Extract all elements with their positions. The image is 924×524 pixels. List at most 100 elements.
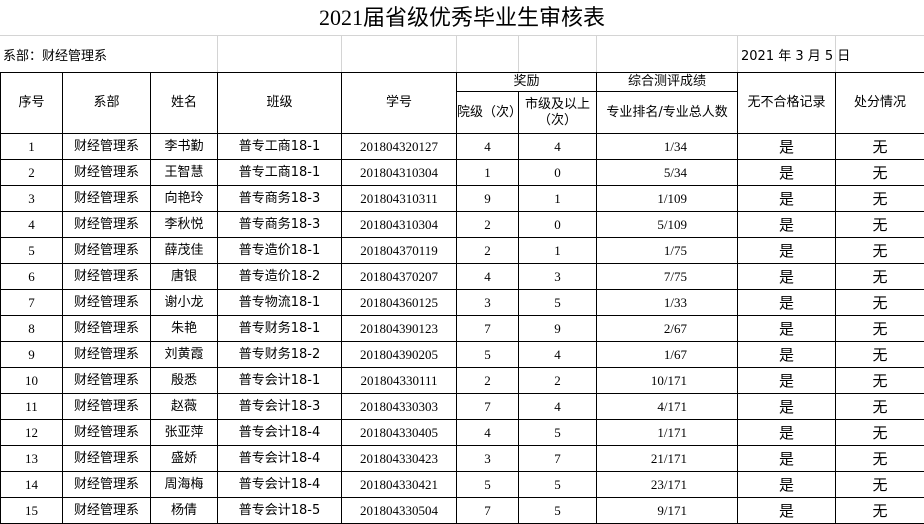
cell-seq[interactable]: 13 <box>1 446 63 472</box>
cell-city[interactable]: 4 <box>519 134 597 160</box>
cell-punish[interactable]: 无 <box>836 394 924 420</box>
cell-dept[interactable]: 财经管理系 <box>63 212 151 238</box>
cell-nofail[interactable]: 是 <box>738 368 836 394</box>
cell-punish[interactable]: 无 <box>836 212 924 238</box>
cell-punish[interactable]: 无 <box>836 472 924 498</box>
cell-seq[interactable]: 15 <box>1 498 63 524</box>
cell-name[interactable]: 杨倩 <box>151 498 218 524</box>
cell-college[interactable]: 7 <box>457 498 519 524</box>
cell-seq[interactable]: 2 <box>1 160 63 186</box>
cell-name[interactable]: 张亚萍 <box>151 420 218 446</box>
cell-punish[interactable]: 无 <box>836 498 924 524</box>
cell-class[interactable]: 普专物流18-1 <box>218 290 342 316</box>
cell-punish[interactable]: 无 <box>836 342 924 368</box>
cell-seq[interactable]: 12 <box>1 420 63 446</box>
cell-class[interactable]: 普专财务18-1 <box>218 316 342 342</box>
cell-punish[interactable]: 无 <box>836 160 924 186</box>
cell-college[interactable]: 2 <box>457 368 519 394</box>
cell-nofail[interactable]: 是 <box>738 290 836 316</box>
cell-id[interactable]: 201804310311 <box>342 186 457 212</box>
cell-rank[interactable]: 1/33 <box>597 290 738 316</box>
cell-city[interactable]: 1 <box>519 238 597 264</box>
cell-id[interactable]: 201804330423 <box>342 446 457 472</box>
cell-class[interactable]: 普专商务18-3 <box>218 212 342 238</box>
cell-nofail[interactable]: 是 <box>738 238 836 264</box>
cell-college[interactable]: 4 <box>457 420 519 446</box>
cell-college[interactable]: 7 <box>457 316 519 342</box>
cell-nofail[interactable]: 是 <box>738 186 836 212</box>
cell-id[interactable]: 201804390205 <box>342 342 457 368</box>
cell-punish[interactable]: 无 <box>836 368 924 394</box>
cell-nofail[interactable]: 是 <box>738 420 836 446</box>
cell-rank[interactable]: 1/75 <box>597 238 738 264</box>
cell-class[interactable]: 普专会计18-4 <box>218 472 342 498</box>
cell-city[interactable]: 3 <box>519 264 597 290</box>
cell-class[interactable]: 普专工商18-1 <box>218 160 342 186</box>
cell-seq[interactable]: 14 <box>1 472 63 498</box>
cell-dept[interactable]: 财经管理系 <box>63 264 151 290</box>
cell-city[interactable]: 9 <box>519 316 597 342</box>
cell-class[interactable]: 普专商务18-3 <box>218 186 342 212</box>
cell-college[interactable]: 4 <box>457 264 519 290</box>
cell-punish[interactable]: 无 <box>836 134 924 160</box>
cell-seq[interactable]: 1 <box>1 134 63 160</box>
cell-college[interactable]: 2 <box>457 238 519 264</box>
cell-name[interactable]: 盛娇 <box>151 446 218 472</box>
cell-id[interactable]: 201804330303 <box>342 394 457 420</box>
cell-rank[interactable]: 10/171 <box>597 368 738 394</box>
cell-rank[interactable]: 5/34 <box>597 160 738 186</box>
cell-seq[interactable]: 3 <box>1 186 63 212</box>
cell-dept[interactable]: 财经管理系 <box>63 238 151 264</box>
cell-class[interactable]: 普专会计18-5 <box>218 498 342 524</box>
cell-id[interactable]: 201804390123 <box>342 316 457 342</box>
cell-punish[interactable]: 无 <box>836 316 924 342</box>
cell-rank[interactable]: 23/171 <box>597 472 738 498</box>
cell-college[interactable]: 5 <box>457 472 519 498</box>
cell-nofail[interactable]: 是 <box>738 134 836 160</box>
cell-nofail[interactable]: 是 <box>738 316 836 342</box>
cell-id[interactable]: 201804330504 <box>342 498 457 524</box>
cell-class[interactable]: 普专工商18-1 <box>218 134 342 160</box>
cell-nofail[interactable]: 是 <box>738 264 836 290</box>
cell-name[interactable]: 王智慧 <box>151 160 218 186</box>
cell-seq[interactable]: 10 <box>1 368 63 394</box>
cell-class[interactable]: 普专造价18-1 <box>218 238 342 264</box>
cell-id[interactable]: 201804310304 <box>342 160 457 186</box>
cell-id[interactable]: 201804370207 <box>342 264 457 290</box>
cell-name[interactable]: 向艳玲 <box>151 186 218 212</box>
cell-class[interactable]: 普专会计18-3 <box>218 394 342 420</box>
cell-name[interactable]: 朱艳 <box>151 316 218 342</box>
cell-punish[interactable]: 无 <box>836 238 924 264</box>
cell-dept[interactable]: 财经管理系 <box>63 160 151 186</box>
cell-punish[interactable]: 无 <box>836 290 924 316</box>
cell-dept[interactable]: 财经管理系 <box>63 290 151 316</box>
cell-punish[interactable]: 无 <box>836 264 924 290</box>
cell-dept[interactable]: 财经管理系 <box>63 446 151 472</box>
cell-id[interactable]: 201804330111 <box>342 368 457 394</box>
cell-rank[interactable]: 1/34 <box>597 134 738 160</box>
cell-punish[interactable]: 无 <box>836 446 924 472</box>
cell-college[interactable]: 1 <box>457 160 519 186</box>
cell-city[interactable]: 5 <box>519 420 597 446</box>
cell-nofail[interactable]: 是 <box>738 212 836 238</box>
cell-college[interactable]: 5 <box>457 342 519 368</box>
cell-nofail[interactable]: 是 <box>738 446 836 472</box>
cell-name[interactable]: 唐银 <box>151 264 218 290</box>
cell-city[interactable]: 2 <box>519 368 597 394</box>
cell-dept[interactable]: 财经管理系 <box>63 342 151 368</box>
cell-class[interactable]: 普专会计18-4 <box>218 446 342 472</box>
cell-city[interactable]: 4 <box>519 394 597 420</box>
cell-nofail[interactable]: 是 <box>738 342 836 368</box>
cell-name[interactable]: 谢小龙 <box>151 290 218 316</box>
cell-city[interactable]: 0 <box>519 160 597 186</box>
cell-rank[interactable]: 1/109 <box>597 186 738 212</box>
cell-rank[interactable]: 21/171 <box>597 446 738 472</box>
cell-nofail[interactable]: 是 <box>738 498 836 524</box>
cell-seq[interactable]: 4 <box>1 212 63 238</box>
cell-id[interactable]: 201804330421 <box>342 472 457 498</box>
cell-college[interactable]: 9 <box>457 186 519 212</box>
cell-rank[interactable]: 9/171 <box>597 498 738 524</box>
cell-nofail[interactable]: 是 <box>738 160 836 186</box>
cell-dept[interactable]: 财经管理系 <box>63 186 151 212</box>
cell-name[interactable]: 李秋悦 <box>151 212 218 238</box>
